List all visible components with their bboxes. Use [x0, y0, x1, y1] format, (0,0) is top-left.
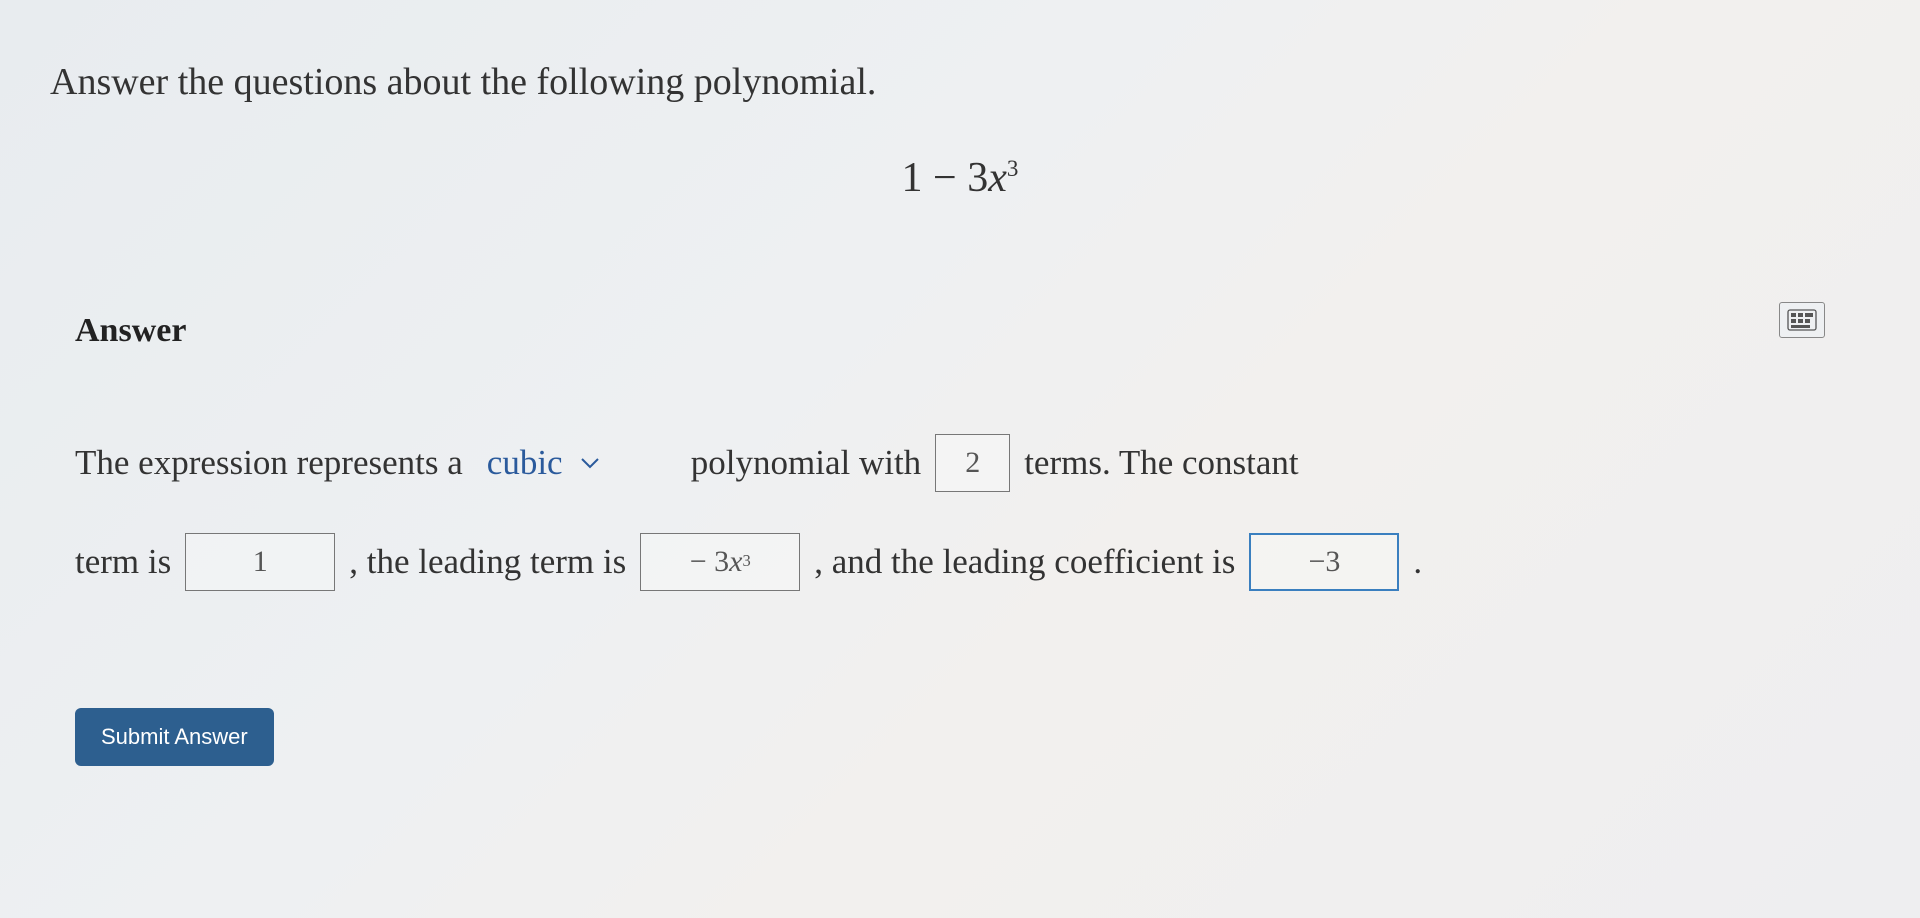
leading-term-input[interactable]: − 3x3	[640, 533, 800, 591]
question-prompt: Answer the questions about the following…	[50, 60, 1870, 104]
keypad-button[interactable]	[1779, 302, 1825, 338]
constant-term-input[interactable]: 1	[185, 533, 335, 591]
chevron-down-icon	[581, 457, 599, 469]
answer-section: Answer The expression represents a cubic	[50, 282, 1870, 816]
sentence-part: .	[1413, 523, 1422, 600]
answer-heading: Answer	[75, 312, 1830, 350]
sentence-part: , the leading term is	[349, 523, 626, 600]
answer-body: The expression represents a cubic polyno…	[75, 420, 1830, 600]
answer-line-2: term is 1 , the leading term is − 3x3 , …	[75, 523, 1830, 600]
polynomial-math: 1 − 3x3	[902, 154, 1019, 202]
polynomial-expression: 1 − 3x3	[50, 154, 1870, 202]
question-page: Answer the questions about the following…	[0, 0, 1920, 918]
sentence-part: terms. The constant	[1024, 424, 1298, 501]
keypad-icon	[1787, 309, 1817, 331]
submit-answer-button[interactable]: Submit Answer	[75, 708, 274, 766]
degree-dropdown[interactable]: cubic	[477, 420, 677, 505]
dropdown-selected-label: cubic	[487, 424, 563, 501]
leading-coefficient-input[interactable]: −3	[1249, 533, 1399, 591]
answer-line-1: The expression represents a cubic polyno…	[75, 420, 1830, 505]
sentence-part: The expression represents a	[75, 424, 463, 501]
terms-count-input[interactable]: 2	[935, 434, 1010, 492]
sentence-part: term is	[75, 523, 171, 600]
sentence-part: polynomial with	[691, 424, 921, 501]
sentence-part: , and the leading coefficient is	[814, 523, 1235, 600]
